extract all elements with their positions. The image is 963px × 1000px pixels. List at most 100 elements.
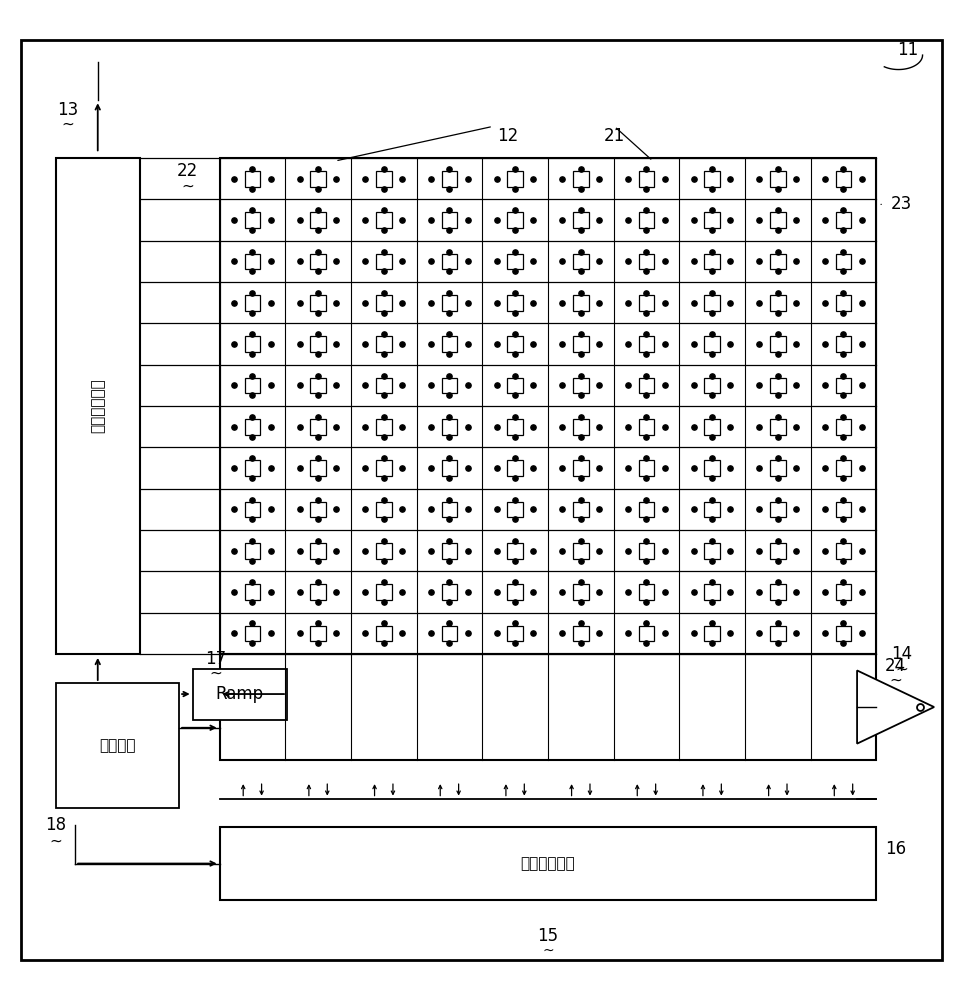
Text: ~: ~ [889, 673, 902, 688]
Bar [704, 212, 720, 228]
Bar [573, 543, 588, 559]
Bar [220, 158, 876, 654]
Bar [376, 626, 392, 641]
Bar [508, 378, 523, 393]
Bar [770, 171, 786, 187]
Bar [638, 378, 654, 393]
Bar [442, 419, 457, 435]
Bar [638, 460, 654, 476]
Bar [573, 502, 588, 517]
Bar [638, 626, 654, 641]
Bar [376, 212, 392, 228]
Bar [442, 502, 457, 517]
Bar [573, 584, 588, 600]
Bar [836, 378, 851, 393]
Bar [442, 543, 457, 559]
Bar [508, 502, 523, 517]
Bar [638, 254, 654, 269]
Bar [310, 543, 325, 559]
Text: 24: 24 [885, 657, 906, 675]
Text: 控制电路: 控制电路 [99, 738, 136, 753]
Bar [508, 543, 523, 559]
Bar [704, 336, 720, 352]
Bar [704, 502, 720, 517]
Bar [220, 654, 876, 760]
Bar [310, 419, 325, 435]
Bar [638, 502, 654, 517]
Text: ~: ~ [895, 662, 908, 677]
Bar [573, 378, 588, 393]
Text: 水平驱动电路: 水平驱动电路 [521, 856, 575, 871]
Bar [836, 626, 851, 641]
Bar [245, 543, 260, 559]
Bar [770, 419, 786, 435]
Bar [836, 584, 851, 600]
Bar [836, 295, 851, 311]
Bar [704, 254, 720, 269]
Bar [310, 378, 325, 393]
Bar [376, 419, 392, 435]
Text: ~: ~ [49, 833, 63, 848]
Bar [836, 254, 851, 269]
Text: ~: ~ [209, 666, 222, 681]
Bar [704, 171, 720, 187]
Bar [245, 378, 260, 393]
Bar [770, 460, 786, 476]
Text: 13: 13 [57, 101, 78, 119]
Text: ~: ~ [61, 117, 74, 132]
Bar [770, 626, 786, 641]
Bar [770, 254, 786, 269]
Bar [770, 295, 786, 311]
Bar [508, 336, 523, 352]
Polygon shape [857, 670, 934, 744]
Bar [245, 254, 260, 269]
Bar [310, 212, 325, 228]
Bar [245, 419, 260, 435]
Bar [573, 460, 588, 476]
Bar [376, 295, 392, 311]
Bar [56, 683, 179, 808]
Bar [573, 626, 588, 641]
Bar [638, 543, 654, 559]
Bar [310, 626, 325, 641]
Text: 16: 16 [885, 840, 906, 858]
Text: 23: 23 [891, 195, 912, 213]
Bar [442, 212, 457, 228]
Bar [704, 543, 720, 559]
Bar [704, 295, 720, 311]
Bar [310, 295, 325, 311]
Bar [245, 171, 260, 187]
Text: 垂直驱动电路: 垂直驱动电路 [91, 379, 105, 433]
Bar [508, 584, 523, 600]
Bar [573, 212, 588, 228]
Bar [770, 336, 786, 352]
Bar [442, 336, 457, 352]
Bar [836, 212, 851, 228]
Bar [442, 171, 457, 187]
Bar [310, 336, 325, 352]
Bar [573, 171, 588, 187]
Text: ~: ~ [181, 179, 195, 194]
Bar [508, 212, 523, 228]
Bar [442, 626, 457, 641]
Bar [638, 419, 654, 435]
Bar [442, 378, 457, 393]
Bar [220, 827, 876, 900]
Bar [836, 502, 851, 517]
Bar [573, 295, 588, 311]
Bar [376, 378, 392, 393]
Bar [508, 419, 523, 435]
Bar [376, 254, 392, 269]
Bar [442, 460, 457, 476]
Bar [638, 212, 654, 228]
Bar [638, 584, 654, 600]
Text: 18: 18 [45, 816, 66, 834]
Text: ~: ~ [542, 944, 554, 958]
Text: 17: 17 [205, 650, 226, 668]
Bar [442, 584, 457, 600]
Bar [56, 158, 140, 654]
Bar [376, 584, 392, 600]
Bar [573, 254, 588, 269]
Bar [704, 584, 720, 600]
Bar [704, 419, 720, 435]
